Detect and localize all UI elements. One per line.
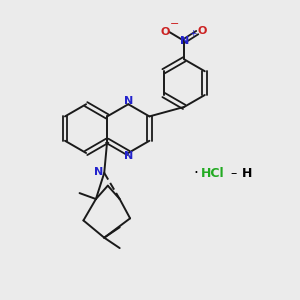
Text: N: N xyxy=(94,167,103,177)
Text: –: – xyxy=(230,167,236,180)
Text: −: − xyxy=(169,19,179,29)
Text: +: + xyxy=(189,29,196,38)
Text: N: N xyxy=(180,36,189,46)
Text: N: N xyxy=(124,151,134,161)
Text: HCl: HCl xyxy=(201,167,224,180)
Text: H: H xyxy=(242,167,252,180)
Text: N: N xyxy=(124,96,134,106)
Text: ·: · xyxy=(194,166,199,181)
Text: O: O xyxy=(197,26,207,36)
Text: O: O xyxy=(160,27,170,37)
